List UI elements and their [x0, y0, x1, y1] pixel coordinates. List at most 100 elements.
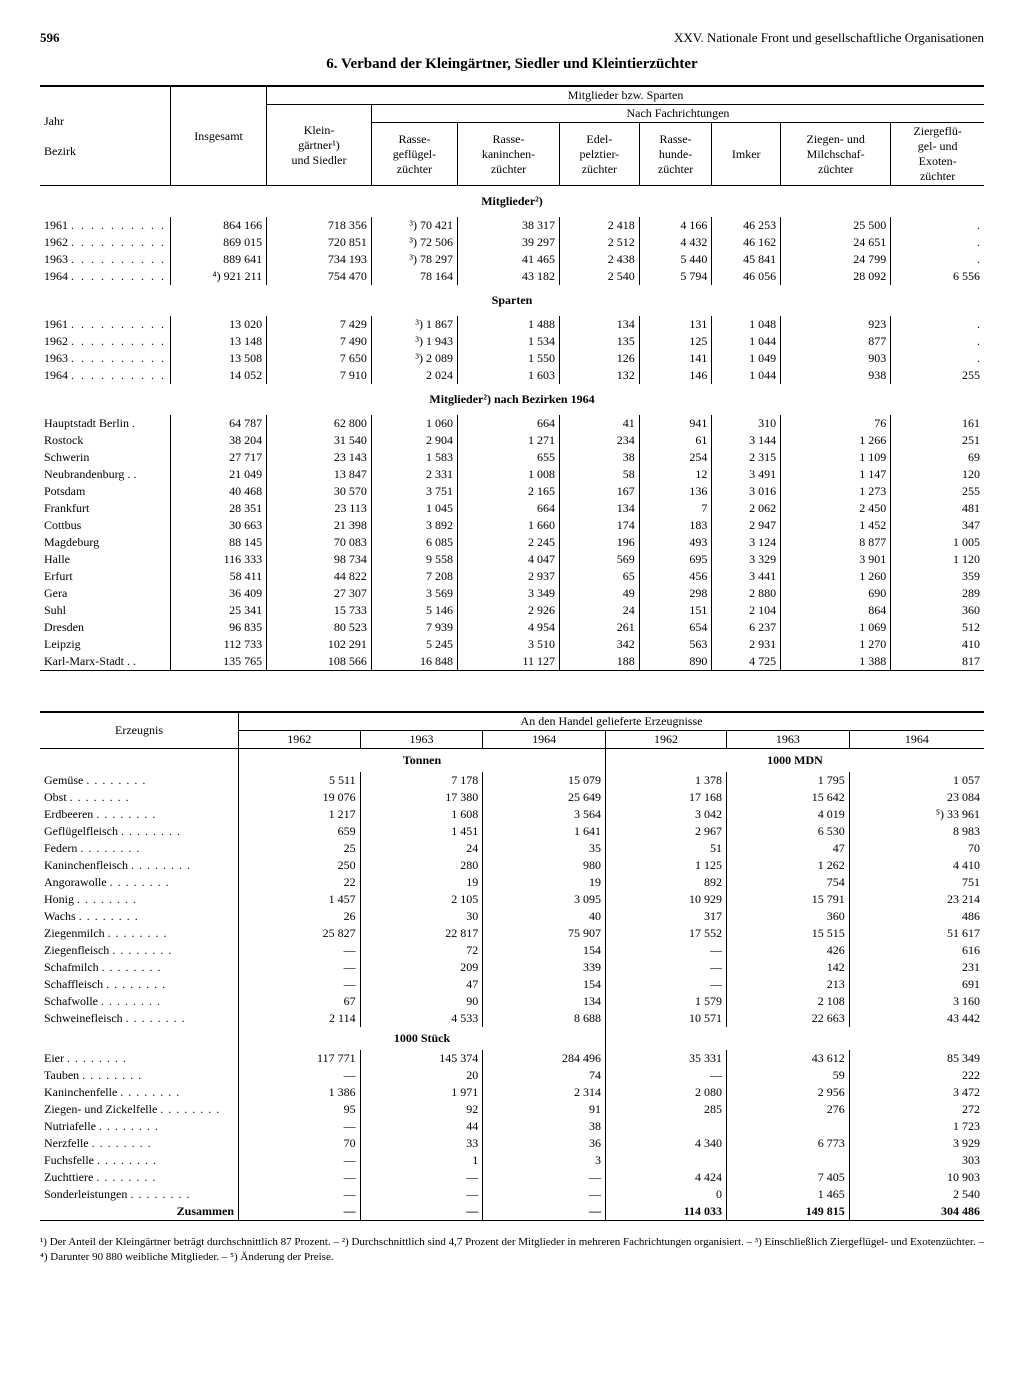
row-label: Nutriafelle . . . . . . . . [40, 1118, 239, 1135]
cell: 923 [781, 316, 891, 333]
row-label: Wachs . . . . . . . . [40, 908, 239, 925]
cell: 817 [891, 653, 984, 671]
cell: 47 [727, 840, 850, 857]
cell: 74 [483, 1067, 606, 1084]
cell: 38 [560, 449, 640, 466]
cell: 2 080 [606, 1084, 727, 1101]
cell: 134 [560, 500, 640, 517]
cell: 49 [560, 585, 640, 602]
cell: 36 409 [171, 585, 267, 602]
cell: 1 465 [727, 1186, 850, 1203]
cell: 1 045 [371, 500, 457, 517]
section-title: Sparten [40, 285, 984, 316]
cell: 3 160 [849, 993, 984, 1010]
cell: 4 424 [606, 1169, 727, 1186]
cell: 456 [639, 568, 712, 585]
cell: 5 245 [371, 636, 457, 653]
col-jahr: Jahr [44, 114, 64, 128]
cell: 136 [639, 483, 712, 500]
cell: 1 266 [781, 432, 891, 449]
cell: 9 558 [371, 551, 457, 568]
col-fach-6: Ziegen- und Milchschaf- züchter [781, 123, 891, 186]
cell: 61 [639, 432, 712, 449]
cell: 2 512 [560, 234, 640, 251]
cell: 941 [639, 415, 712, 432]
row-label: 1961 . . . . . . . . . . [40, 217, 171, 234]
cell: 864 166 [171, 217, 267, 234]
cell: 0 [606, 1186, 727, 1203]
cell: 1 378 [606, 772, 727, 789]
cell: 890 [639, 653, 712, 671]
cell: 92 [360, 1101, 483, 1118]
cell: 3 491 [712, 466, 781, 483]
cell: . [891, 217, 984, 234]
cell: 15 515 [727, 925, 850, 942]
chapter-header: XXV. Nationale Front und gesellschaftlic… [674, 30, 984, 46]
row-label: Obst . . . . . . . . [40, 789, 239, 806]
cell: — [239, 1186, 361, 1203]
cell: 1 [360, 1152, 483, 1169]
cell: 22 817 [360, 925, 483, 942]
cell: 114 033 [606, 1203, 727, 1221]
cell: 117 771 [239, 1050, 361, 1067]
cell: 2 926 [458, 602, 560, 619]
col-group-handel: An den Handel gelieferte Erzeugnisse [239, 712, 985, 731]
cell: — [360, 1169, 483, 1186]
cell: 149 815 [727, 1203, 850, 1221]
unit-mdn: 1000 MDN [606, 749, 985, 773]
cell: 4 047 [458, 551, 560, 568]
cell: 2 937 [458, 568, 560, 585]
products-table: Erzeugnis An den Handel gelieferte Erzeu… [40, 711, 984, 1221]
cell: 95 [239, 1101, 361, 1118]
cell: 2 956 [727, 1084, 850, 1101]
row-label: Halle [40, 551, 171, 568]
cell: 272 [849, 1101, 984, 1118]
col-fach-4: Rasse- hunde- züchter [639, 123, 712, 186]
cell: 10 571 [606, 1010, 727, 1027]
cell: 67 [239, 993, 361, 1010]
cell: 15 791 [727, 891, 850, 908]
cell: ³) 78 297 [371, 251, 457, 268]
row-label: Magdeburg [40, 534, 171, 551]
cell: — [360, 1203, 483, 1221]
cell: 892 [606, 874, 727, 891]
cell: 28 351 [171, 500, 267, 517]
cell: 1 386 [239, 1084, 361, 1101]
row-label: Potsdam [40, 483, 171, 500]
cell: 5 146 [371, 602, 457, 619]
cell: 33 [360, 1135, 483, 1152]
cell: 1 044 [712, 367, 781, 384]
cell: 2 418 [560, 217, 640, 234]
unit-stueck: 1000 Stück [239, 1027, 606, 1050]
cell: 664 [458, 415, 560, 432]
row-label: Cottbus [40, 517, 171, 534]
row-label: Ziegenmilch . . . . . . . . [40, 925, 239, 942]
cell: 120 [891, 466, 984, 483]
row-label: Zuchttiere . . . . . . . . [40, 1169, 239, 1186]
cell: 1 273 [781, 483, 891, 500]
row-label: 1963 . . . . . . . . . . [40, 251, 171, 268]
cell: 255 [891, 483, 984, 500]
cell: 10 929 [606, 891, 727, 908]
cell: 17 168 [606, 789, 727, 806]
cell: 1 795 [727, 772, 850, 789]
cell: 27 307 [267, 585, 372, 602]
page-header: 596 XXV. Nationale Front und gesellschaf… [40, 30, 984, 46]
cell: — [483, 1169, 606, 1186]
cell: 24 [560, 602, 640, 619]
cell: 72 [360, 942, 483, 959]
members-table: Jahr Bezirk Insgesamt Mitglieder bzw. Sp… [40, 85, 984, 671]
col-group-fach: Nach Fachrichtungen [371, 105, 984, 123]
cell: 903 [781, 350, 891, 367]
cell: 132 [560, 367, 640, 384]
row-label: Schweinefleisch . . . . . . . . [40, 1010, 239, 1027]
cell: 7 208 [371, 568, 457, 585]
col-fach-5: Imker [712, 123, 781, 186]
row-label: Honig . . . . . . . . [40, 891, 239, 908]
cell: 17 380 [360, 789, 483, 806]
cell: 11 127 [458, 653, 560, 671]
cell: 13 508 [171, 350, 267, 367]
cell: 91 [483, 1101, 606, 1118]
row-label: Schwerin [40, 449, 171, 466]
cell: 1 534 [458, 333, 560, 350]
